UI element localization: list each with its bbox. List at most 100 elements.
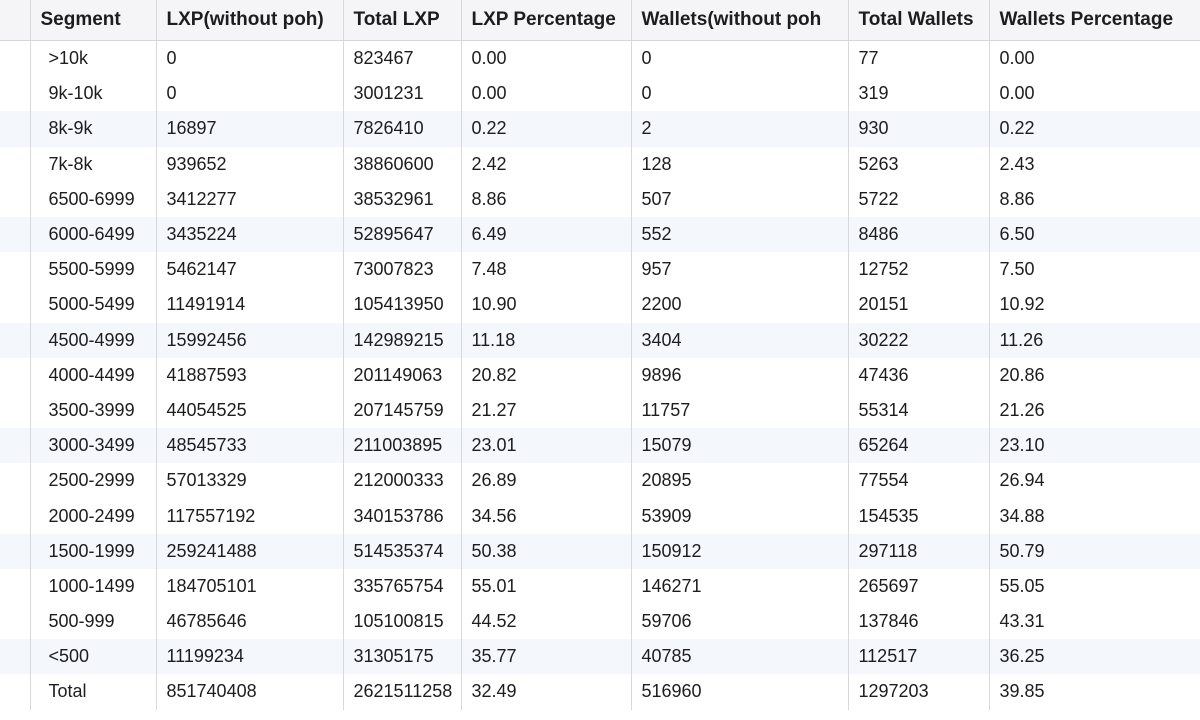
table-cell[interactable]: 297118 — [848, 533, 990, 569]
table-cell[interactable]: 34.88 — [989, 498, 1200, 534]
table-row[interactable]: 8k-9k 16897 7826410 0.22 2 930 0.22 — [0, 111, 1200, 147]
table-row[interactable]: 5000-5499 11491914 105413950 10.90 2200 20151… — [0, 287, 1200, 323]
table-cell[interactable]: 39.85 — [989, 674, 1200, 710]
row-gutter[interactable] — [0, 639, 31, 675]
table-cell[interactable]: 26.94 — [989, 463, 1200, 499]
table-cell[interactable]: 0.00 — [989, 76, 1200, 112]
table-cell[interactable]: 516960 — [631, 674, 849, 710]
table-row[interactable]: 5500-5999 5462147 73007823 7.48 957 12752 7.50 — [0, 252, 1200, 288]
segment-cell[interactable]: <500 — [30, 639, 157, 675]
column-header[interactable]: Wallets Percentage — [989, 0, 1200, 41]
table-cell[interactable]: 40785 — [631, 639, 849, 675]
table-cell[interactable]: 21.27 — [461, 392, 632, 429]
table-cell[interactable]: 957 — [631, 252, 849, 288]
table-row[interactable]: 500-999 46785646 105100815 44.52 59706 137846… — [0, 604, 1200, 640]
table-row[interactable]: 4000-4499 41887593 201149063 20.82 9896 47436… — [0, 357, 1200, 393]
table-cell[interactable]: 21.26 — [989, 392, 1200, 429]
segment-cell[interactable]: 6500-6999 — [30, 181, 157, 217]
table-row[interactable]: 2500-2999 57013329 212000333 26.89 20895 7755… — [0, 463, 1200, 499]
table-cell[interactable]: 3435224 — [156, 216, 344, 253]
table-cell[interactable]: 8.86 — [989, 181, 1200, 217]
table-cell[interactable]: 32.49 — [461, 674, 632, 710]
table-row[interactable]: Total 851740408 2621511258 32.49 516960 12972… — [0, 674, 1200, 710]
table-cell[interactable]: 6.49 — [461, 216, 632, 253]
table-cell[interactable]: 44054525 — [156, 392, 344, 429]
table-cell[interactable]: 11.26 — [989, 322, 1200, 358]
table-cell[interactable]: 823467 — [343, 40, 462, 77]
table-cell[interactable]: 44.52 — [461, 604, 632, 640]
row-gutter[interactable] — [0, 322, 31, 358]
table-cell[interactable]: 2.42 — [461, 146, 632, 182]
segment-cell[interactable]: 5000-5499 — [30, 287, 157, 323]
row-gutter[interactable] — [0, 216, 31, 253]
segment-cell[interactable]: 4500-4999 — [30, 322, 157, 358]
table-cell[interactable]: 2200 — [631, 287, 849, 323]
table-cell[interactable]: 2.43 — [989, 146, 1200, 182]
table-cell[interactable]: 154535 — [848, 498, 990, 534]
table-cell[interactable]: 41887593 — [156, 357, 344, 393]
table-cell[interactable]: 105100815 — [343, 604, 462, 640]
table-cell[interactable]: 211003895 — [343, 428, 462, 464]
table-cell[interactable]: 59706 — [631, 604, 849, 640]
segment-cell[interactable]: 500-999 — [30, 604, 157, 640]
table-cell[interactable]: 73007823 — [343, 252, 462, 288]
table-cell[interactable]: 146271 — [631, 568, 849, 604]
column-header[interactable]: Total LXP — [343, 0, 462, 41]
table-cell[interactable]: 3001231 — [343, 76, 462, 112]
table-cell[interactable]: 552 — [631, 216, 849, 253]
row-gutter[interactable] — [0, 533, 31, 569]
segment-cell[interactable]: 1000-1499 — [30, 568, 157, 604]
table-cell[interactable]: 16897 — [156, 111, 344, 147]
row-gutter[interactable] — [0, 674, 31, 710]
table-cell[interactable]: 207145759 — [343, 392, 462, 429]
table-row[interactable]: 3500-3999 44054525 207145759 21.27 11757 5531… — [0, 392, 1200, 429]
row-gutter[interactable] — [0, 76, 31, 112]
table-row[interactable]: 6500-6999 3412277 38532961 8.86 507 5722 8.86 — [0, 181, 1200, 217]
table-cell[interactable]: 0.22 — [461, 111, 632, 147]
table-cell[interactable]: 11491914 — [156, 287, 344, 323]
table-cell[interactable]: 2 — [631, 111, 849, 147]
table-cell[interactable]: 38532961 — [343, 181, 462, 217]
table-cell[interactable]: 259241488 — [156, 533, 344, 569]
table-cell[interactable]: 2621511258 — [343, 674, 462, 710]
table-cell[interactable]: 15079 — [631, 428, 849, 464]
column-header[interactable]: LXP(without poh) — [156, 0, 344, 41]
segment-cell[interactable]: 5500-5999 — [30, 252, 157, 288]
table-cell[interactable]: 55.05 — [989, 568, 1200, 604]
table-cell[interactable]: 8486 — [848, 216, 990, 253]
table-cell[interactable]: 6.50 — [989, 216, 1200, 253]
table-row[interactable]: 2000-2499 117557192 340153786 34.56 53909 154… — [0, 498, 1200, 534]
table-cell[interactable]: 939652 — [156, 146, 344, 182]
table-cell[interactable]: 117557192 — [156, 498, 344, 534]
table-cell[interactable]: 0 — [631, 76, 849, 112]
table-cell[interactable]: 319 — [848, 76, 990, 112]
table-cell[interactable]: 0.00 — [461, 40, 632, 77]
table-cell[interactable]: 0.22 — [989, 111, 1200, 147]
segment-cell[interactable]: 4000-4499 — [30, 357, 157, 393]
table-row[interactable]: 3000-3499 48545733 211003895 23.01 15079 6526… — [0, 428, 1200, 464]
table-row[interactable]: 1500-1999 259241488 514535374 50.38 150912 29… — [0, 533, 1200, 569]
table-cell[interactable]: 851740408 — [156, 674, 344, 710]
table-cell[interactable]: 5722 — [848, 181, 990, 217]
table-cell[interactable]: 212000333 — [343, 463, 462, 499]
table-cell[interactable]: 38860600 — [343, 146, 462, 182]
table-cell[interactable]: 30222 — [848, 322, 990, 358]
table-cell[interactable]: 77 — [848, 40, 990, 77]
table-cell[interactable]: 9896 — [631, 357, 849, 393]
row-gutter[interactable] — [0, 604, 31, 640]
table-cell[interactable]: 1297203 — [848, 674, 990, 710]
table-cell[interactable]: 11199234 — [156, 639, 344, 675]
table-cell[interactable]: 184705101 — [156, 568, 344, 604]
table-row[interactable]: <500 11199234 31305175 35.77 40785 112517 36.2… — [0, 639, 1200, 675]
table-cell[interactable]: 142989215 — [343, 322, 462, 358]
table-cell[interactable]: 47436 — [848, 357, 990, 393]
table-cell[interactable]: 55314 — [848, 392, 990, 429]
segment-cell[interactable]: 3500-3999 — [30, 392, 157, 429]
table-cell[interactable]: 34.56 — [461, 498, 632, 534]
row-gutter[interactable] — [0, 392, 31, 429]
table-cell[interactable]: 514535374 — [343, 533, 462, 569]
row-gutter[interactable] — [0, 252, 31, 288]
table-cell[interactable]: 7.48 — [461, 252, 632, 288]
column-header[interactable]: Total Wallets — [848, 0, 990, 41]
column-header[interactable]: Segment — [30, 0, 157, 41]
